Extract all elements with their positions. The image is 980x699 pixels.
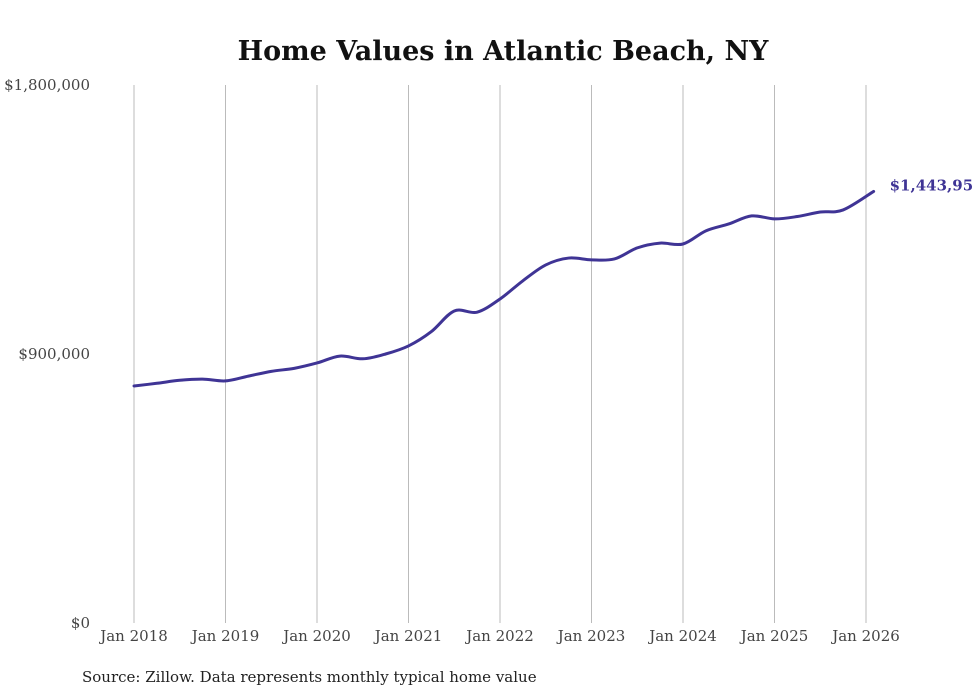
series-line-home-value: [132, 189, 876, 388]
y-tick-label: $0: [71, 614, 90, 632]
chart-title: Home Values in Atlantic Beach, NY: [238, 36, 770, 67]
x-tick-label: Jan 2019: [190, 627, 260, 645]
x-tick-label: Jan 2025: [739, 627, 809, 645]
y-axis: $0 $900,000 $1,800,000: [4, 76, 90, 632]
gridlines: [133, 85, 867, 623]
source-note: Source: Zillow. Data represents monthly …: [82, 668, 537, 686]
y-tick-label: $1,800,000: [4, 76, 90, 94]
x-tick-label: Jan 2021: [373, 627, 443, 645]
y-tick-label: $900,000: [18, 345, 90, 363]
x-tick-label: Jan 2024: [647, 627, 717, 645]
x-axis: Jan 2018 Jan 2019 Jan 2020 Jan 2021 Jan 2022…: [98, 627, 900, 645]
x-tick-label: Jan 2020: [281, 627, 351, 645]
x-tick-label: Jan 2023: [556, 627, 626, 645]
x-tick-label: Jan 2026: [830, 627, 900, 645]
x-tick-label: Jan 2022: [464, 627, 534, 645]
x-tick-label: Jan 2018: [98, 627, 168, 645]
end-value-label: $1,443,95: [890, 176, 974, 194]
